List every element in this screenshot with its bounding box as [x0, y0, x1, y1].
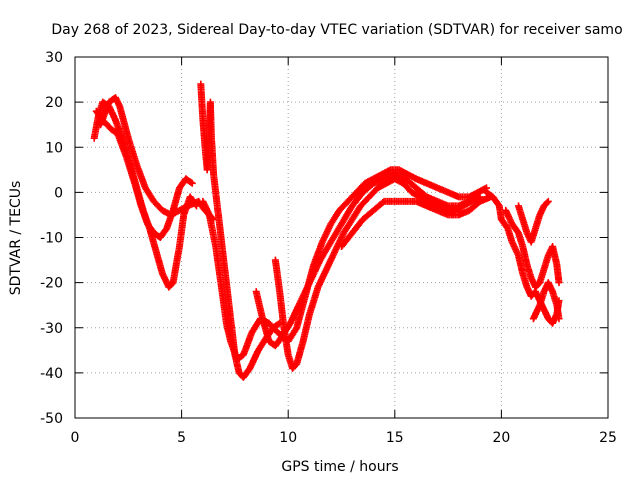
y-tick-label: 10: [45, 140, 63, 156]
data-point: [555, 279, 563, 287]
data-point: [292, 325, 300, 333]
data-point: [187, 178, 195, 186]
x-tick-label: 10: [279, 430, 297, 446]
data-point: [188, 179, 196, 187]
series-track-b: [92, 107, 196, 241]
y-tick-label: 20: [45, 95, 63, 111]
y-tick-label: 0: [54, 185, 63, 201]
y-tick-label: -50: [40, 411, 63, 427]
y-axis-label: SDTVAR / TECUs: [8, 181, 24, 296]
data-point: [555, 315, 563, 323]
series-track-i: [483, 188, 563, 327]
series-track-f: [271, 175, 484, 372]
data-point: [544, 197, 552, 205]
y-tick-label: -10: [40, 231, 63, 247]
series-track-l: [515, 197, 552, 246]
x-tick-label: 5: [177, 430, 186, 446]
data-points: [90, 80, 563, 381]
series-track-k: [529, 279, 563, 323]
y-tick-label: -20: [40, 276, 63, 292]
x-tick-label: 25: [599, 430, 617, 446]
data-point: [543, 199, 551, 206]
axis-ticks: 0 5 10 15 20 25 -50 -40 -30 -20 -10 0 10 20 30: [40, 50, 617, 446]
x-axis-label: GPS time / hours: [281, 459, 398, 475]
x-tick-label: 15: [386, 430, 404, 446]
series-track-h: [338, 193, 495, 250]
x-tick-label: 0: [71, 430, 80, 446]
y-tick-label: -30: [40, 321, 63, 337]
x-tick-label: 20: [492, 430, 510, 446]
y-tick-label: 30: [45, 50, 63, 66]
series-track-j: [502, 206, 563, 291]
y-tick-label: -40: [40, 366, 63, 382]
series-track-g: [252, 170, 473, 350]
chart-title: Day 268 of 2023, Sidereal Day-to-day VTE…: [51, 22, 622, 38]
data-point: [465, 197, 473, 205]
